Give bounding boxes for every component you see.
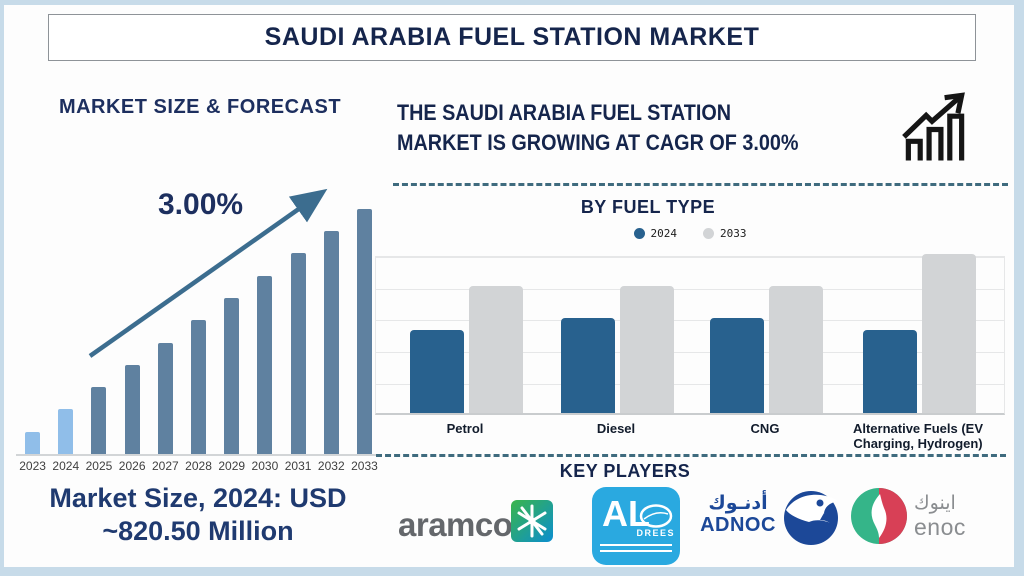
enoc-latin-text: enoc <box>914 514 966 540</box>
header-box: SAUDI ARABIA FUEL STATION MARKET <box>48 14 976 61</box>
forecast-bar-2024 <box>58 409 74 454</box>
fuel-bar-diesel-2033 <box>620 285 674 413</box>
fuel-bar-chart <box>375 254 1005 415</box>
aldrees-drees-text: DREES <box>636 528 675 538</box>
adnoc-falcon-icon <box>784 491 838 545</box>
growth-chart-icon <box>902 92 965 161</box>
fuel-category-label-cng: CNG <box>750 421 780 436</box>
enoc-arabic-text: اينوك <box>914 492 956 514</box>
aldrees-line <box>600 550 672 552</box>
grid-line <box>376 257 1004 258</box>
fuel-chart-legend: 2024 2033 <box>590 227 790 240</box>
aramco-wordmark: aramco <box>398 506 513 543</box>
forecast-bar-2033 <box>356 208 372 454</box>
fuel-bar-petrol-2033 <box>469 285 523 413</box>
headline-line2: MARKET IS GROWING AT CAGR OF 3.00% <box>397 130 799 155</box>
legend-item-2024: 2024 <box>633 227 678 240</box>
fuel-category-label-diesel: Diesel <box>596 421 636 436</box>
fuel-bar-alternative-fuels-ev-charging-hydrogen-2033 <box>922 254 976 413</box>
legend-item-2033: 2033 <box>703 227 747 240</box>
aramco-star-icon <box>511 500 553 542</box>
aldrees-line <box>600 544 672 546</box>
cagr-value-label: 3.00% <box>158 188 244 221</box>
forecast-bar-2031 <box>290 253 306 454</box>
forecast-x-axis <box>16 454 378 456</box>
forecast-bar-2025 <box>91 387 107 454</box>
adnoc-latin-text: ADNOC <box>700 514 776 536</box>
forecast-year-label: 2028 <box>185 459 212 473</box>
legend-dot-2024 <box>633 228 645 239</box>
forecast-bar-2028 <box>190 320 206 454</box>
headline-line1: THE SAUDI ARABIA FUEL STATION <box>397 100 732 125</box>
page-title: SAUDI ARABIA FUEL STATION MARKET <box>264 23 760 51</box>
legend-label: 2033 <box>720 227 747 240</box>
trend-arrow-icon <box>88 188 328 358</box>
forecast-year-label: 2024 <box>52 459 80 473</box>
forecast-year-label: 2033 <box>351 459 378 473</box>
grid-line <box>376 384 1004 385</box>
forecast-bar-2026 <box>124 364 140 454</box>
key-players-title: KEY PLAYERS <box>559 461 691 481</box>
dashed-divider-bottom <box>376 454 1006 457</box>
market-size-line1: Market Size, 2024: USD <box>49 483 347 513</box>
legend-label: 2024 <box>650 227 678 240</box>
aldrees-globe-icon <box>639 504 673 528</box>
market-size-text: Market Size, 2024: USD ~820.50 Million <box>14 482 382 548</box>
adnoc-arabic-text: أدنـوك <box>708 492 768 514</box>
aldrees-logo: AL DREES <box>592 487 680 565</box>
forecast-year-label: 2025 <box>85 459 113 473</box>
forecast-bar-2029 <box>224 297 240 454</box>
grid-line <box>376 289 1004 290</box>
forecast-year-label: 2023 <box>19 459 46 473</box>
fuel-bar-petrol-2024 <box>410 330 464 413</box>
fuel-category-label-alternative-fuels-ev-charging-hydrogen: Alternative Fuels (EV Charging, Hydrogen… <box>852 421 984 451</box>
forecast-year-label: 2030 <box>251 459 279 473</box>
fuel-bar-cng-2033 <box>769 285 823 413</box>
forecast-year-label: 2032 <box>317 459 345 473</box>
forecast-year-label: 2029 <box>218 459 246 473</box>
forecast-year-labels: 2023 2024 2025 2026 2027 2028 2029 2030 2031 2032… <box>16 459 382 473</box>
forecast-chart-title: MARKET SIZE & FORECAST <box>58 96 342 118</box>
forecast-bar-chart <box>18 200 378 454</box>
headline: THE SAUDI ARABIA FUEL STATION MARKET IS … <box>397 98 820 158</box>
forecast-bar-2027 <box>157 342 173 454</box>
forecast-bar-2030 <box>257 275 273 454</box>
forecast-bar-2023 <box>25 431 40 454</box>
fuel-bar-alternative-fuels-ev-charging-hydrogen-2024 <box>863 330 917 413</box>
forecast-year-label: 2026 <box>118 459 146 473</box>
enoc-wordmark: اينوك enoc <box>914 492 984 541</box>
market-size-line2: ~820.50 Million <box>102 516 294 546</box>
grid-line <box>376 352 1004 353</box>
grid-line <box>376 320 1004 321</box>
forecast-bar-2032 <box>323 231 339 454</box>
adnoc-wordmark: أدنـوك ADNOC <box>698 492 778 537</box>
fuel-chart-title: BY FUEL TYPE <box>580 197 716 217</box>
enoc-flame-icon <box>851 488 907 544</box>
fuel-bar-diesel-2024 <box>561 317 615 413</box>
forecast-year-label: 2027 <box>151 459 179 473</box>
legend-dot-2033 <box>703 228 714 239</box>
fuel-bar-cng-2024 <box>710 317 764 413</box>
fuel-category-label-petrol: Petrol <box>446 421 484 436</box>
dashed-divider-top <box>393 183 1008 186</box>
forecast-year-label: 2031 <box>284 459 312 473</box>
